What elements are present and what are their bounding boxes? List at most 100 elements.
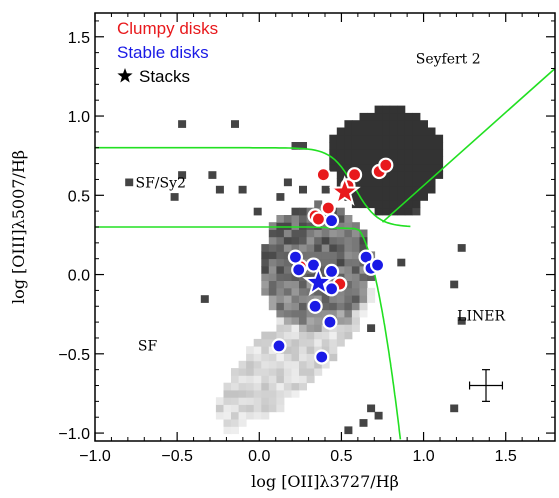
histogram-cell xyxy=(261,353,270,362)
histogram-cell xyxy=(359,302,368,311)
seyfert-liner-line xyxy=(381,67,555,223)
histogram-cell xyxy=(299,185,307,194)
histogram-cell xyxy=(276,266,285,274)
histogram-cell xyxy=(382,142,391,150)
histogram-cell xyxy=(283,244,292,252)
histogram-cell xyxy=(329,156,338,165)
histogram-cell xyxy=(359,200,368,209)
plot-frame xyxy=(94,12,556,442)
histogram-cell xyxy=(261,404,270,413)
histogram-cell xyxy=(359,127,368,136)
histogram-cell xyxy=(246,390,255,398)
histogram-cell xyxy=(306,236,315,245)
histogram-cell xyxy=(367,149,376,157)
stack-markers xyxy=(302,175,361,297)
histogram-cell xyxy=(283,229,292,238)
histogram-cell xyxy=(276,287,285,296)
histogram-cell xyxy=(276,331,285,340)
histogram-cell xyxy=(404,134,413,143)
histogram-cell xyxy=(329,236,338,245)
y-tick-label: 0.0 xyxy=(68,268,90,285)
histogram-cell xyxy=(412,185,421,194)
histogram-cell xyxy=(420,163,428,172)
stable-disk-point xyxy=(305,257,322,273)
histogram-cell xyxy=(435,163,444,172)
histogram-cell xyxy=(276,375,285,384)
histogram-cell xyxy=(382,207,391,216)
histogram-cell xyxy=(314,338,323,347)
histogram-cell xyxy=(329,309,338,318)
y-tick-label: −0.5 xyxy=(58,347,90,364)
histogram-cell xyxy=(321,185,330,194)
histogram-cell xyxy=(246,353,255,362)
histogram-cell xyxy=(367,295,376,303)
histogram-cell xyxy=(420,127,428,136)
histogram-cell xyxy=(291,324,300,332)
histogram-cell xyxy=(367,404,376,413)
histogram-cell xyxy=(412,112,421,121)
histogram-cell xyxy=(397,156,406,165)
histogram-cell xyxy=(367,163,376,172)
histogram-cell xyxy=(435,156,444,165)
histogram-cell xyxy=(427,178,436,187)
histogram-cell xyxy=(450,280,459,289)
histogram-cell xyxy=(382,127,391,136)
stable-disk-point xyxy=(271,338,287,354)
histogram-cell xyxy=(374,185,383,194)
histogram-cell xyxy=(397,142,406,150)
histogram-cell xyxy=(283,280,292,289)
histogram-cell xyxy=(253,353,262,362)
histogram-cell xyxy=(359,185,368,194)
histogram-cell xyxy=(268,244,277,252)
histogram-cell xyxy=(261,360,270,369)
histogram-cell xyxy=(268,266,277,274)
histogram-cell xyxy=(359,273,368,281)
histogram-cell xyxy=(404,120,413,128)
histogram-cell xyxy=(314,309,323,318)
histogram-cell xyxy=(336,127,345,136)
histogram-cell xyxy=(306,346,315,354)
stable-disk-point xyxy=(323,213,340,229)
histogram-cell xyxy=(389,142,398,150)
histogram-cell xyxy=(321,309,330,318)
histogram-cell xyxy=(299,222,307,230)
histogram-cell xyxy=(404,149,413,157)
histogram-cell xyxy=(344,426,353,435)
histogram-cell xyxy=(283,375,292,384)
histogram-cell xyxy=(344,324,353,332)
histogram-cell xyxy=(246,346,255,354)
histogram-cell xyxy=(306,324,315,332)
histogram-cell xyxy=(359,134,368,143)
histogram-cell xyxy=(382,185,391,194)
histogram-cell xyxy=(420,156,428,165)
histogram-cell xyxy=(261,411,270,420)
legend-clumpy-disks: Clumpy disks xyxy=(117,19,218,38)
histogram-cell xyxy=(321,229,330,238)
histogram-cell xyxy=(404,207,413,216)
histogram-cell xyxy=(231,404,239,413)
histogram-cell xyxy=(420,178,428,187)
histogram-cell xyxy=(283,360,292,369)
histogram-cell xyxy=(359,229,368,238)
histogram-cell xyxy=(253,346,262,354)
histogram-cell xyxy=(223,390,232,398)
clumpy-disk-point xyxy=(320,200,336,216)
histogram-cell xyxy=(223,397,232,405)
histogram-cell xyxy=(329,251,338,260)
histogram-cell xyxy=(344,309,353,318)
histogram-cell xyxy=(336,324,345,332)
histogram-cell xyxy=(291,338,300,347)
histogram-cell xyxy=(291,346,300,354)
histogram-cell xyxy=(291,353,300,362)
histogram-cell xyxy=(261,251,270,260)
histogram-cell xyxy=(261,266,270,274)
histogram-cell xyxy=(238,185,247,194)
histogram-cell xyxy=(336,229,345,238)
histogram-cell xyxy=(374,193,383,201)
histogram-cell xyxy=(299,295,307,303)
histogram-cell xyxy=(336,251,345,260)
histogram-cell xyxy=(427,163,436,172)
histogram-cell xyxy=(321,222,330,230)
histogram-cell xyxy=(359,309,368,318)
histogram-cell xyxy=(344,236,353,245)
